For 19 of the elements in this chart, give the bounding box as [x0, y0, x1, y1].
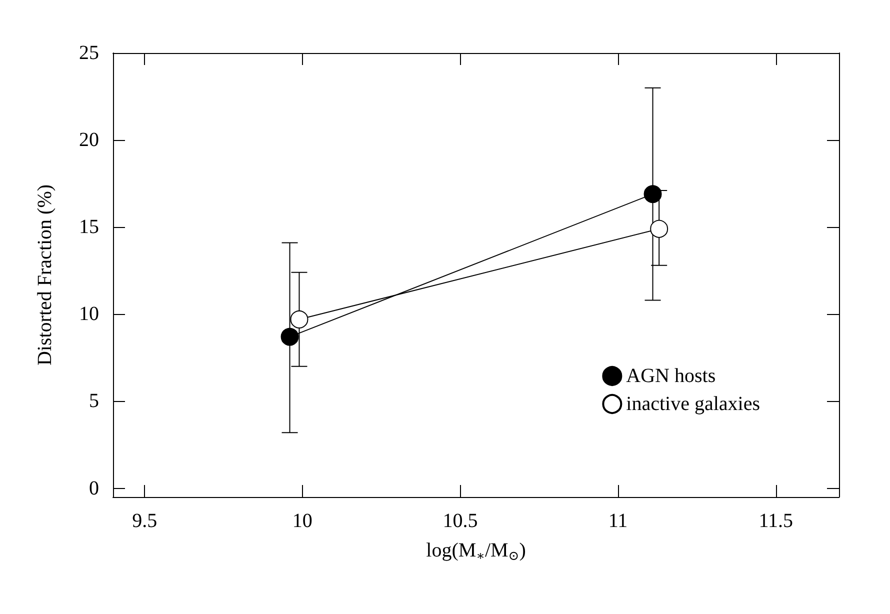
- x-tick-label: 9.5: [132, 510, 158, 532]
- legend-label: inactive galaxies: [626, 393, 760, 415]
- y-tick-label: 10: [79, 303, 99, 326]
- legend-label: AGN hosts: [626, 365, 716, 387]
- point: [290, 310, 308, 328]
- x-tick-label: 11: [608, 510, 628, 532]
- y-tick-label: 20: [79, 129, 99, 152]
- x-tick-label: 11.5: [758, 510, 793, 532]
- y-tick-label: 0: [89, 477, 99, 500]
- x-tick-label: 10: [292, 510, 312, 532]
- y-tick-label: 25: [79, 42, 99, 64]
- point: [650, 220, 668, 238]
- x-axis-title: log(M∗/M⊙): [426, 540, 526, 563]
- point: [280, 328, 299, 346]
- y-tick-label: 15: [79, 216, 99, 238]
- y-tick-label: 5: [89, 390, 99, 412]
- y-axis-title: Distorted Fraction (%): [34, 184, 56, 366]
- x-tick-label: 10.5: [442, 510, 478, 532]
- point: [644, 185, 662, 204]
